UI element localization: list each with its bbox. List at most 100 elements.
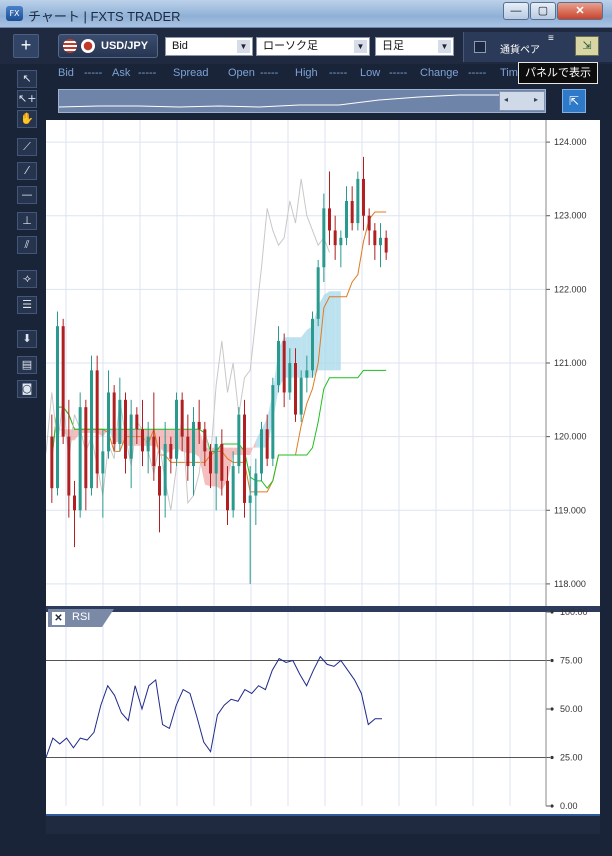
high-value: ----- xyxy=(329,67,348,79)
currency-pair-checkbox[interactable] xyxy=(474,41,486,53)
candle-body xyxy=(243,414,246,503)
price-chart[interactable]: 118.000 119.000 120.000 121.000 122.000 123.0… xyxy=(46,120,600,814)
candle-body xyxy=(226,480,229,511)
pane-separator[interactable] xyxy=(46,606,600,612)
candle-body xyxy=(118,399,122,444)
currency-pair-panel-label: 通貨ペア xyxy=(500,45,540,56)
tick-dot xyxy=(550,707,554,711)
price-tick-label: 119.000 xyxy=(554,505,586,515)
rsi-tab: ✕ RSI xyxy=(48,609,114,627)
candle-body xyxy=(209,451,212,474)
rsi-tick-label: 100.00 xyxy=(560,607,588,617)
list-tool[interactable]: ▤ xyxy=(17,356,37,374)
price-type-select[interactable]: Bid ▼ xyxy=(165,37,253,56)
ichimoku-cloud xyxy=(102,429,109,437)
channel-tool[interactable]: ⫽ xyxy=(17,236,37,254)
candle-body xyxy=(373,230,377,246)
candle-body xyxy=(107,392,110,452)
candle-body xyxy=(322,208,326,268)
chart-type-select[interactable]: ローソク足 ▼ xyxy=(256,37,370,56)
ichimoku-cloud xyxy=(227,447,234,481)
menu-icon[interactable]: ≡ xyxy=(548,33,554,44)
candle-body xyxy=(135,414,139,430)
low-label: Low xyxy=(360,67,381,79)
candle-body xyxy=(265,429,269,459)
candle-body xyxy=(180,399,184,437)
camera-icon[interactable]: ◙ xyxy=(17,380,37,398)
line-tool[interactable]: ⁄ xyxy=(17,162,37,180)
candle-body xyxy=(101,451,105,474)
candle-body xyxy=(311,318,314,371)
rsi-tick-label: 50.00 xyxy=(560,704,583,714)
jp-flag-icon xyxy=(81,39,95,53)
vertical-line-tool[interactable]: ⊥ xyxy=(17,212,37,230)
price-tick-label: 121.000 xyxy=(554,358,587,368)
pan-tool[interactable]: ✋ xyxy=(17,110,37,128)
price-tick-label: 118.000 xyxy=(554,579,586,589)
rsi-tick-label: 75.00 xyxy=(560,656,583,666)
navigator-scroll[interactable]: ◂ ▸ xyxy=(499,91,545,111)
maximize-button[interactable]: ▢ xyxy=(530,2,556,20)
candle-body xyxy=(152,436,156,467)
candle-body xyxy=(362,178,365,216)
navigator-left-icon[interactable]: ◂ xyxy=(504,95,509,104)
period-value: 日足 xyxy=(382,40,404,52)
high-label: High xyxy=(295,67,318,79)
currency-pair-button[interactable]: USD/JPY xyxy=(58,34,158,58)
trend-line-tool[interactable]: ⟋ xyxy=(17,138,37,156)
chevron-down-icon: ▼ xyxy=(237,40,250,53)
candle-body xyxy=(379,237,382,246)
candle-body xyxy=(169,444,173,459)
chart-area[interactable]: 118.000 119.000 120.000 121.000 122.000 123.0… xyxy=(46,120,600,814)
candle-body xyxy=(282,340,286,393)
candle-body xyxy=(277,340,280,386)
rsi-tick-label: 25.00 xyxy=(560,753,583,763)
candle-body xyxy=(175,399,178,459)
download-tool[interactable]: ⬇ xyxy=(17,330,37,348)
fit-screen-button[interactable]: ⇱ xyxy=(562,89,586,113)
change-label: Change xyxy=(420,67,459,79)
open-label: Open xyxy=(228,67,255,79)
restore-panel-button[interactable]: ⇲ xyxy=(575,36,599,56)
add-chart-button[interactable]: + xyxy=(13,34,39,58)
navigator-right-icon[interactable]: ▸ xyxy=(534,95,539,104)
ichimoku-cloud xyxy=(335,291,341,371)
minimize-button[interactable]: — xyxy=(503,2,529,20)
ask-label: Ask xyxy=(112,67,131,79)
candle-body xyxy=(186,436,190,467)
candle-body xyxy=(288,363,292,393)
tick-dot xyxy=(550,658,554,663)
navigator-preview-line xyxy=(58,94,499,108)
app-icon: FX xyxy=(6,6,23,21)
horizontal-line-tool[interactable]: — xyxy=(17,186,37,204)
date-axis-strip xyxy=(46,814,600,834)
currency-pair-panel: 通貨ペア ≡ ⇲ xyxy=(463,32,612,62)
candle-body xyxy=(90,370,93,489)
panel-tooltip: パネルで表示 xyxy=(518,62,598,84)
window-title: チャート | FXTS TRADER xyxy=(28,9,181,24)
candle-body xyxy=(56,326,59,489)
candle-body xyxy=(260,429,263,474)
period-select[interactable]: 日足 ▼ xyxy=(375,37,454,56)
window-border xyxy=(600,120,612,834)
candle-body xyxy=(129,414,133,459)
price-type-value: Bid xyxy=(172,40,188,52)
ichimoku-cloud xyxy=(323,291,330,371)
close-indicator-button[interactable]: ✕ xyxy=(52,612,65,625)
crosshair-tool[interactable]: ↖+ xyxy=(17,90,37,108)
chevron-down-icon: ▼ xyxy=(438,40,451,53)
close-window-button[interactable]: ✕ xyxy=(557,2,603,20)
fan-tool[interactable]: ⟢ xyxy=(17,270,37,288)
candle-body xyxy=(141,429,144,452)
chart-navigator[interactable]: ◂ ▸ xyxy=(58,89,546,113)
candle-body xyxy=(350,201,354,224)
ichimoku-cloud xyxy=(329,291,336,371)
low-value: ----- xyxy=(389,67,408,79)
candle-body xyxy=(299,377,303,415)
fibonacci-tool[interactable]: ☰ xyxy=(17,296,37,314)
ichimoku-cloud xyxy=(250,440,256,456)
candle-body xyxy=(163,444,167,496)
candle-body xyxy=(384,237,388,253)
candle-body xyxy=(345,201,348,238)
select-tool[interactable]: ↖ xyxy=(17,70,37,88)
